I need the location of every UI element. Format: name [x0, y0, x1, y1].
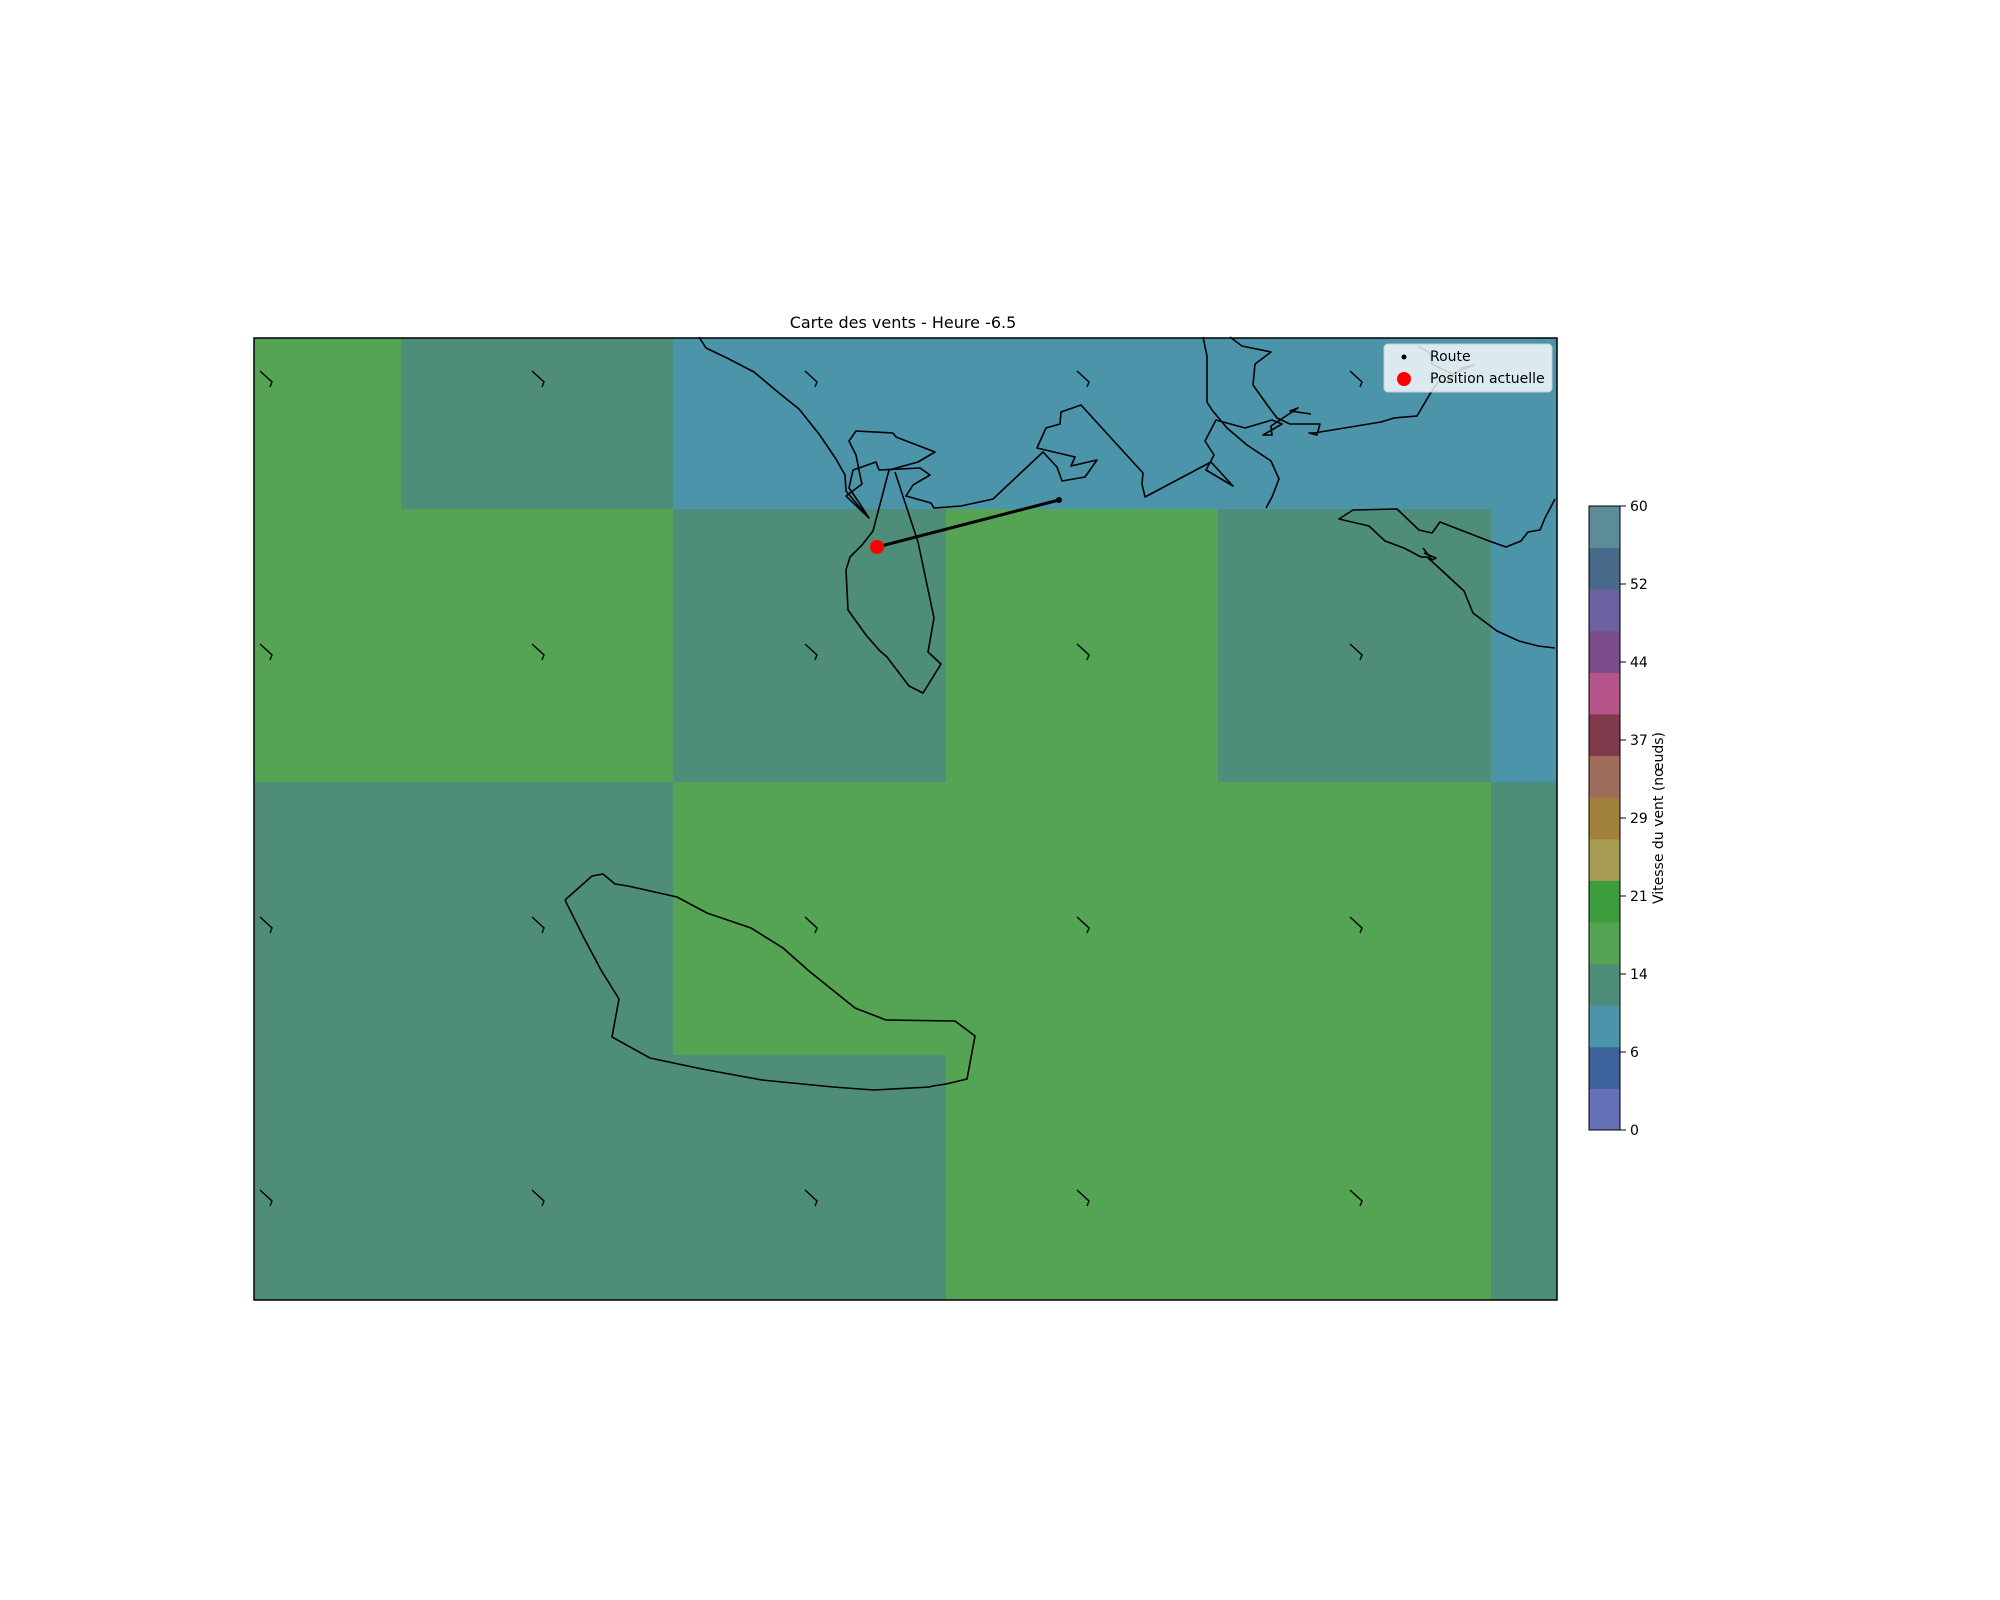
colorbar-bin	[1589, 880, 1620, 923]
colorbar-bin	[1589, 547, 1620, 590]
wind-map	[253, 336, 1558, 1301]
wind-barb	[259, 1189, 273, 1207]
wind-barb	[1349, 916, 1363, 934]
wind-cell	[673, 782, 947, 1056]
wind-cell	[401, 1055, 674, 1301]
wind-cell	[1218, 782, 1492, 1056]
colorbar-bins	[1589, 506, 1620, 1131]
wind-cell	[1491, 509, 1558, 783]
colorbar-bin	[1589, 755, 1620, 798]
colorbar-tick-label: 37	[1630, 733, 1648, 749]
wind-barbs	[259, 370, 1363, 1207]
colorbar-bin	[1589, 1046, 1620, 1089]
wind-cell	[1491, 1055, 1558, 1301]
wind-barb	[1076, 916, 1090, 934]
coastline-east	[1338, 498, 1556, 649]
colorbar-bin	[1589, 589, 1620, 632]
route-line	[876, 498, 1060, 549]
coastline-south-island	[564, 873, 976, 1091]
colorbar-tick-label: 52	[1630, 577, 1648, 593]
wind-barb	[1349, 370, 1363, 388]
colorbar-bin	[1589, 714, 1620, 757]
wind-barb	[804, 643, 818, 661]
coastline-northeast	[1202, 336, 1280, 509]
wind-cell	[673, 338, 947, 510]
legend-position-marker	[1397, 372, 1411, 386]
map-frame	[253, 337, 1558, 1301]
wind-cell	[401, 782, 674, 1056]
colorbar-bin	[1589, 1005, 1620, 1048]
wind-barb	[531, 1189, 545, 1207]
wind-cell	[1218, 509, 1492, 783]
colorbar-bin	[1589, 630, 1620, 673]
colorbar-bin	[1589, 1088, 1620, 1131]
colorbar-tick-label: 44	[1630, 655, 1648, 671]
wind-speed-cells	[254, 338, 1558, 1301]
colorbar-bin	[1589, 922, 1620, 965]
wind-barb	[531, 916, 545, 934]
colorbar-bin	[1589, 963, 1620, 1006]
wind-barb	[259, 916, 273, 934]
wind-barb	[1349, 1189, 1363, 1207]
legend-box	[1383, 343, 1553, 393]
wind-barb	[531, 370, 545, 388]
wind-barb	[804, 370, 818, 388]
wind-barb	[804, 916, 818, 934]
coastline-north-west	[698, 336, 1312, 519]
map-title: Carte des vents - Heure -6.5	[790, 313, 1017, 332]
legend-position-label: Position actuelle	[1430, 371, 1545, 387]
colorbar-ticks: 0 6 14 21 29 37 44 52 60	[1620, 499, 1648, 1139]
coastline-east-south	[1422, 547, 1437, 561]
colorbar-label: Vitesse du vent (nœuds)	[1651, 732, 1667, 904]
wind-cell	[946, 509, 1219, 783]
colorbar-tick-label: 6	[1630, 1045, 1639, 1061]
wind-barb	[259, 370, 273, 388]
wind-cell	[673, 1055, 946, 1301]
wind-cell	[254, 509, 402, 783]
colorbar-bin	[1589, 506, 1620, 549]
wind-cell	[946, 338, 1219, 510]
wind-cell	[1491, 782, 1558, 1056]
wind-cell	[401, 509, 674, 783]
route-waypoint	[1056, 497, 1062, 503]
wind-cell	[946, 1055, 1219, 1301]
colorbar-tick-label: 0	[1630, 1123, 1639, 1139]
current-position-marker	[870, 540, 884, 554]
wind-barb	[1076, 370, 1090, 388]
wind-cell	[673, 509, 947, 783]
legend-route-marker	[1401, 354, 1407, 360]
wind-barb	[1349, 643, 1363, 661]
wind-barb	[259, 643, 273, 661]
colorbar-tick-label: 21	[1630, 889, 1648, 905]
colorbar-bin	[1589, 838, 1620, 881]
colorbar-tick-label: 14	[1630, 967, 1648, 983]
wind-barb	[531, 643, 545, 661]
wind-cell	[946, 782, 1219, 1056]
map-legend: Route Position actuelle	[1383, 343, 1553, 393]
wind-cell	[254, 782, 402, 1056]
wind-cell	[254, 1055, 402, 1301]
colorbar-bin	[1589, 672, 1620, 715]
route-layer	[870, 497, 1062, 554]
colorbar: 0 6 14 21 29 37 44 52 60 Vitesse du vent (nœuds)	[1588, 499, 1667, 1139]
wind-barb	[1076, 1189, 1090, 1207]
colorbar-tick-label: 29	[1630, 811, 1648, 827]
wind-cell	[254, 338, 402, 510]
coastline-peninsula	[845, 430, 942, 694]
colorbar-tick-label: 60	[1630, 499, 1648, 515]
wind-cell	[1218, 1055, 1492, 1301]
wind-barb	[804, 1189, 818, 1207]
colorbar-bin	[1589, 797, 1620, 840]
legend-route-label: Route	[1430, 349, 1471, 365]
wind-cell	[401, 338, 674, 510]
wind-barb	[1076, 643, 1090, 661]
